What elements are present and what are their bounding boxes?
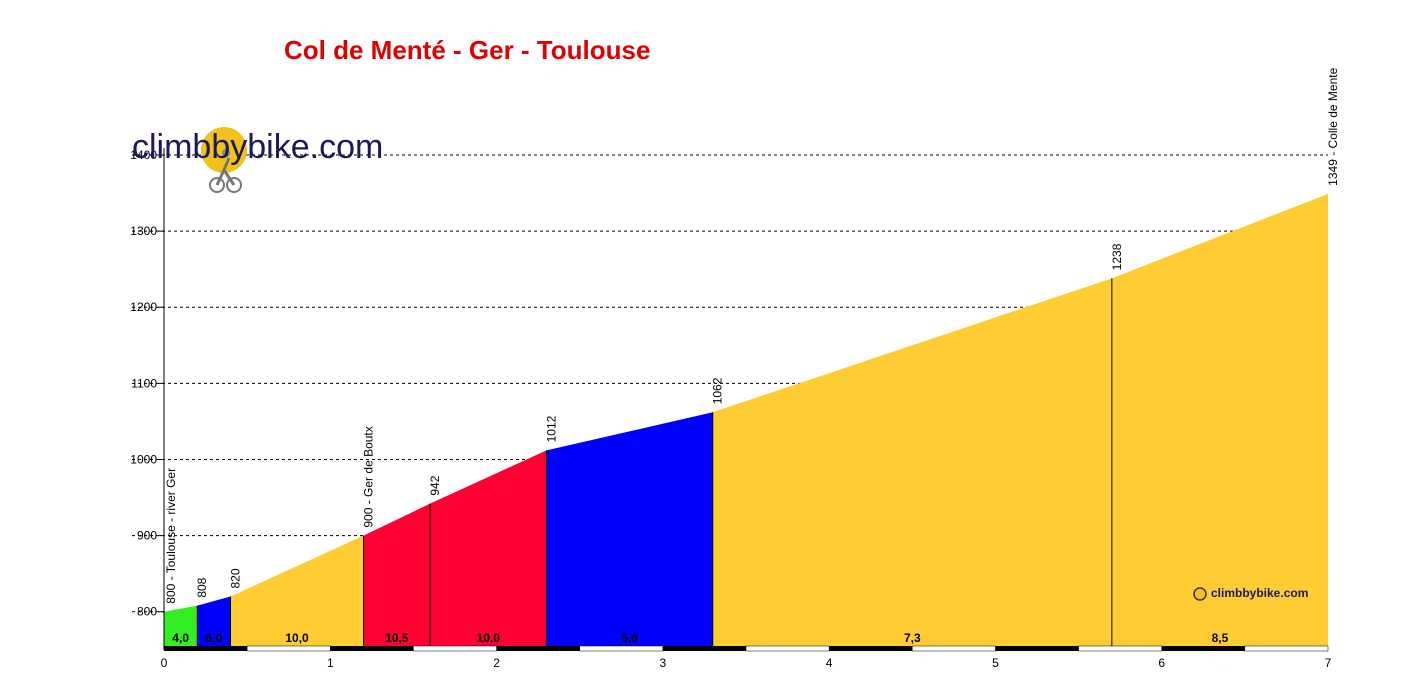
- y-tick-label: 1000: [130, 452, 157, 466]
- x-tick-label: 7: [1325, 656, 1332, 670]
- y-tick-label: 1200: [130, 300, 157, 314]
- x-tick-label: 1: [327, 656, 334, 670]
- x-tick-label: 3: [660, 656, 667, 670]
- marker-label: 1238: [1110, 243, 1124, 270]
- x-tick-label: 5: [992, 656, 999, 670]
- distance-bar-light: [579, 645, 664, 652]
- x-tick-label: 6: [1158, 656, 1165, 670]
- profile-segment-8: [1111, 193, 1328, 647]
- small-logo-text: climbbybike.com: [1211, 586, 1308, 600]
- x-tick-label: 4: [826, 656, 833, 670]
- distance-bar-dark: [662, 646, 746, 651]
- marker-label: 942: [428, 475, 442, 495]
- distance-bar-light: [1078, 645, 1162, 652]
- cyclist-icon: [209, 149, 242, 193]
- distance-bar-dark: [1161, 646, 1245, 651]
- y-tick-labels: 800 900 1000 1100 1200 1300 1400: [130, 148, 157, 619]
- marker-label: 1349 - Colle de Mente: [1326, 67, 1340, 185]
- distance-bar-dark: [330, 646, 414, 651]
- gradient-labels: 4,0 6,0 10,0 10,5 10,0 5,0 7,3 8,5: [172, 631, 1228, 645]
- gradient-label: 5,0: [621, 631, 638, 645]
- distance-bar-dark: [829, 646, 913, 651]
- small-logo-icon: [1193, 587, 1207, 601]
- marker-label: 1012: [544, 415, 558, 442]
- distance-bar-light: [413, 645, 497, 652]
- gradient-label: 7,3: [904, 631, 921, 645]
- y-tick-label: 1300: [130, 224, 157, 238]
- x-tick-labels: 0 1 2 3 4 5 6 7: [161, 656, 1332, 670]
- marker-label: 1062: [711, 377, 725, 404]
- profile-segment-4: [363, 503, 431, 646]
- distance-bar-dark: [496, 646, 580, 651]
- marker-label: 800 - Toulouse - river Ger: [164, 468, 178, 604]
- y-tick-label: 1100: [131, 376, 157, 390]
- distance-bar-light: [912, 645, 996, 652]
- distance-bar-dark: [164, 646, 248, 651]
- distance-bar-light: [1244, 645, 1329, 652]
- profile-segment-3: [230, 535, 364, 646]
- marker-label: 900 - Ger de Boutx: [362, 426, 376, 527]
- logo-text: climbbybike.com: [132, 128, 383, 166]
- profile-segment-2: [197, 596, 231, 646]
- brand-logo: climbbybike.com: [132, 127, 383, 193]
- gradient-label: 10,0: [477, 631, 501, 645]
- distance-bar-dark: [995, 646, 1079, 651]
- gradient-label: 4,0: [172, 631, 189, 645]
- gradient-label: 8,5: [1212, 631, 1229, 645]
- distance-bar-light: [745, 645, 830, 652]
- x-tick-label: 2: [493, 656, 500, 670]
- x-tick-label: 0: [161, 656, 168, 670]
- marker-label: 808: [195, 577, 209, 597]
- distance-bar-light: [246, 645, 331, 652]
- chart-title: Col de Menté - Ger - Toulouse: [284, 35, 650, 65]
- profile-segment-6: [546, 412, 713, 646]
- profile-segment-1: [164, 605, 198, 646]
- profile-segment-5: [430, 450, 547, 646]
- y-tick-label: 900: [137, 529, 157, 543]
- gradient-label: 10,5: [385, 631, 409, 645]
- y-tick-label: 1400: [130, 148, 157, 162]
- marker-labels: 800 - Toulouse - river Ger 808 820 900 - Ge…: [164, 67, 1340, 603]
- profile-segment-7: [712, 278, 1112, 646]
- marker-label: 820: [229, 568, 243, 588]
- gradient-label: 10,0: [285, 631, 309, 645]
- small-brand-logo: climbbybike.com: [1193, 586, 1308, 601]
- distance-scale-bar: [164, 645, 1329, 652]
- gradient-label: 6,0: [206, 631, 223, 645]
- y-tick-label: 800: [137, 605, 157, 619]
- profile-areas: [164, 193, 1328, 647]
